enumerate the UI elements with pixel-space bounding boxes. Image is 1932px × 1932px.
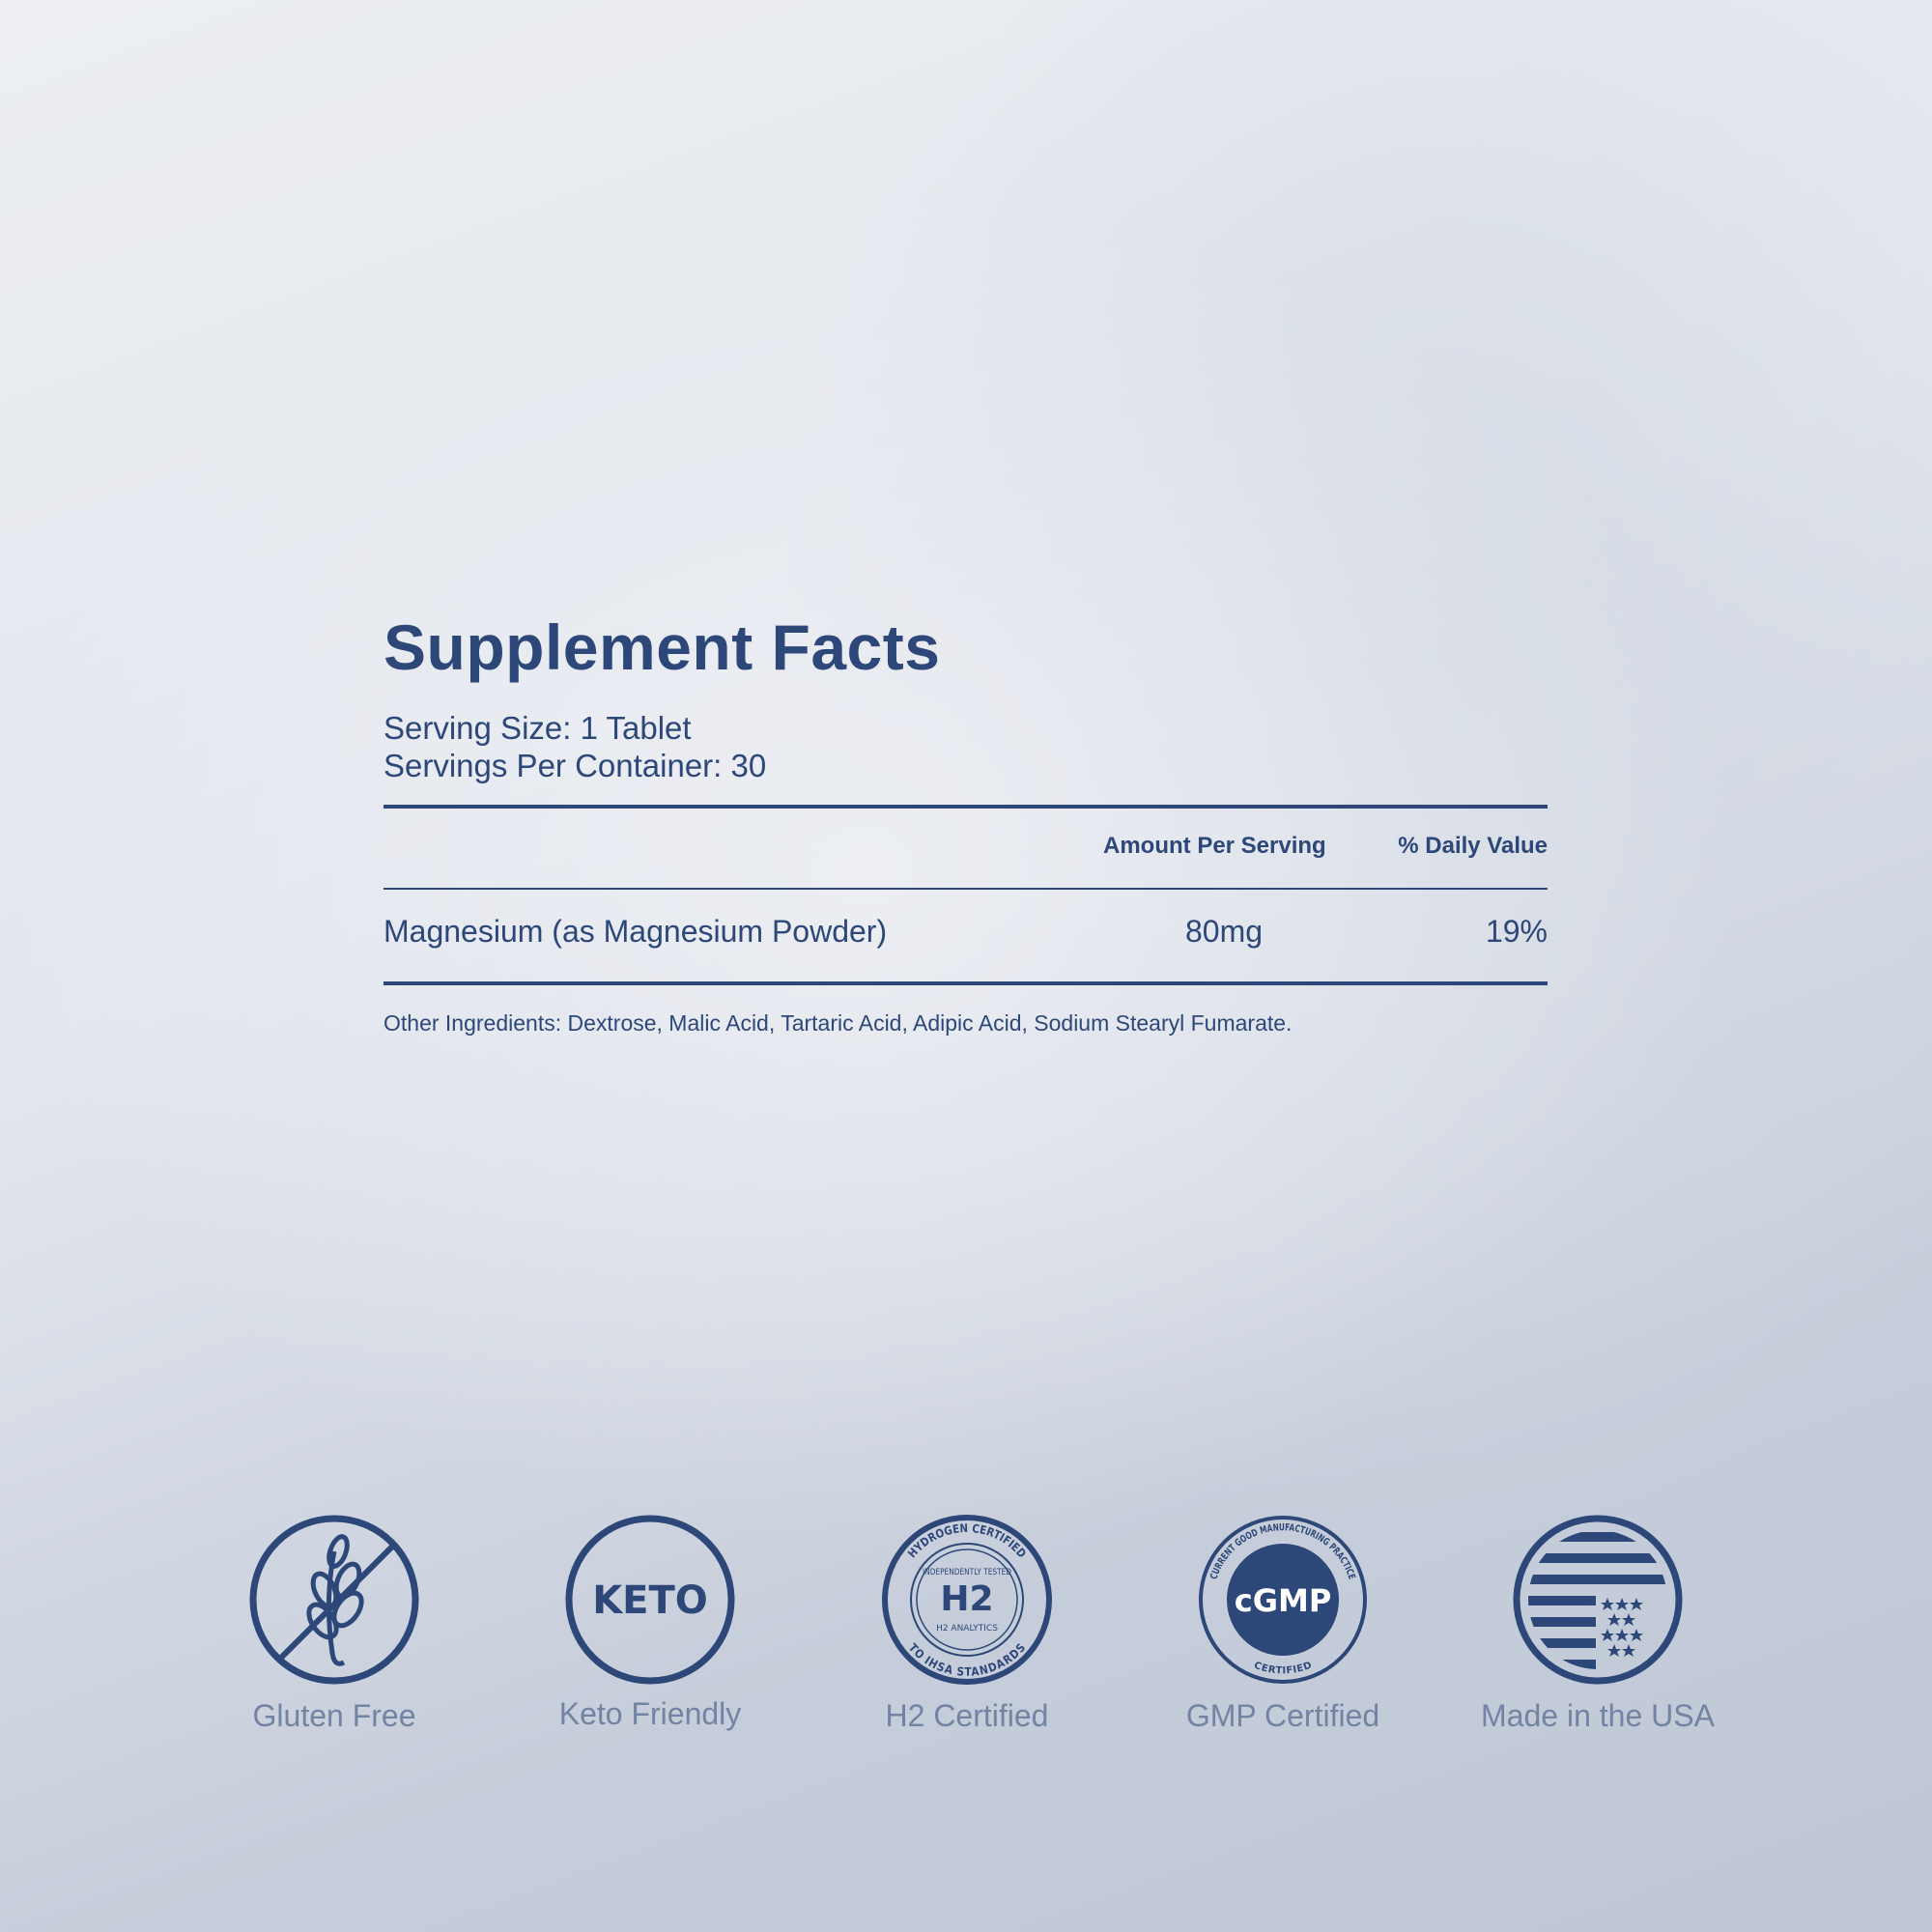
seal-center-text: cGMP bbox=[1235, 1582, 1332, 1619]
seal-inner-top-text: INDEPENDENTLY TESTED bbox=[923, 1568, 1011, 1577]
cgmp-seal: CURRENT GOOD MANUFACTURING PRACTICE CERT… bbox=[1199, 1516, 1367, 1684]
h2-certified-seal: HYDROGEN CERTIFIED INDEPENDENTLY TESTED … bbox=[882, 1515, 1052, 1685]
keto-text: KETO bbox=[592, 1578, 708, 1623]
stars-icon bbox=[1601, 1598, 1643, 1657]
badge-label-keto: Keto Friendly bbox=[558, 1696, 742, 1731]
gluten-free-icon bbox=[249, 1515, 419, 1685]
keto-icon: KETO bbox=[565, 1515, 735, 1685]
badge-label-usa: Made in the USA bbox=[1481, 1698, 1715, 1733]
seal-center-text: H2 bbox=[940, 1579, 993, 1619]
page-title: Supplement Facts bbox=[384, 611, 941, 683]
other-ingredients: Other Ingredients: Dextrose, Malic Acid,… bbox=[384, 1010, 1293, 1036]
seal-inner-bottom-text: H2 ANALYTICS bbox=[936, 1624, 998, 1634]
serving-size: Serving Size: 1 Tablet bbox=[384, 710, 692, 746]
nutrient-amount: 80mg bbox=[1184, 914, 1264, 949]
nutrient-name: Magnesium (as Magnesium Powder) bbox=[384, 914, 888, 949]
amount-header: Amount Per Serving bbox=[1103, 833, 1326, 859]
daily-value-header: % Daily Value bbox=[1398, 833, 1548, 859]
badge-label-gmp: GMP Certified bbox=[1185, 1698, 1380, 1733]
badge-label-gluten-free: Gluten Free bbox=[252, 1698, 416, 1733]
badge-label-h2: H2 Certified bbox=[885, 1698, 1049, 1733]
nutrient-daily-value: 19% bbox=[1485, 914, 1548, 949]
servings-per-container: Servings Per Container: 30 bbox=[384, 748, 767, 783]
usa-flag-icon bbox=[1513, 1515, 1683, 1685]
divider-middle bbox=[384, 888, 1548, 890]
divider-top bbox=[384, 805, 1548, 809]
divider-bottom bbox=[384, 981, 1548, 985]
seal-certified-text: CERTIFIED bbox=[1252, 1661, 1313, 1677]
